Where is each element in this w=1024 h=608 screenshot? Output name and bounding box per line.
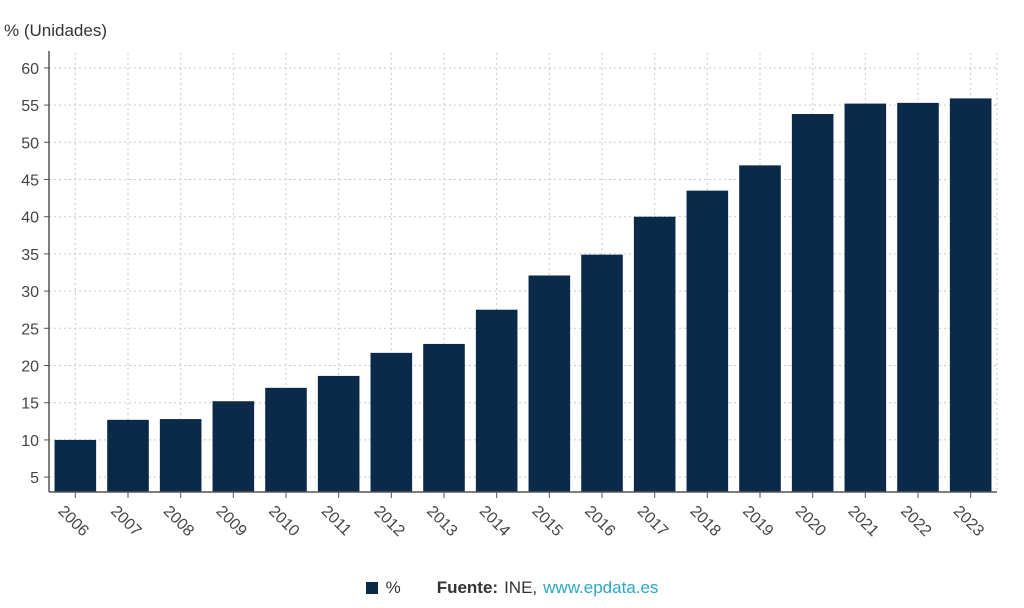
y-tick-label: 25 — [21, 321, 39, 338]
x-tick-label: 2006 — [55, 503, 92, 540]
bar — [844, 103, 887, 492]
x-tick-label: 2022 — [897, 503, 934, 540]
x-tick-label: 2023 — [950, 503, 987, 540]
y-tick-label: 5 — [30, 470, 39, 487]
legend-series-label: % — [385, 578, 401, 597]
x-tick-label: 2013 — [423, 503, 460, 540]
bar-series — [54, 98, 992, 493]
y-tick-label: 35 — [21, 247, 39, 264]
bar — [265, 387, 307, 492]
y-tick-label: 45 — [21, 172, 39, 189]
bar — [370, 352, 413, 492]
source-label: Fuente: — [436, 578, 499, 597]
y-axis-title: % (Unidades) — [4, 21, 107, 40]
chart-footer: % Fuente: INE, www.epdata.es — [0, 576, 1024, 600]
x-tick-label: 2007 — [107, 503, 144, 540]
bar — [633, 216, 676, 492]
y-tick-label: 40 — [21, 210, 39, 227]
bar — [54, 439, 97, 492]
source-name: INE, — [504, 578, 538, 597]
y-tick-label: 50 — [21, 135, 39, 152]
bar — [475, 309, 518, 492]
bar — [528, 275, 571, 492]
x-tick-label: 2016 — [581, 503, 618, 540]
y-tick-label: 15 — [21, 396, 39, 413]
y-tick-label: 60 — [21, 61, 39, 78]
legend-swatch — [365, 582, 378, 594]
bar — [423, 343, 465, 492]
x-tick-label: 2018 — [687, 503, 724, 540]
x-tick-label: 2009 — [213, 503, 250, 540]
axes — [44, 51, 997, 498]
bar — [107, 419, 149, 492]
x-tick-label: 2019 — [739, 503, 776, 540]
bar — [739, 165, 781, 492]
x-tick-label: 2010 — [265, 503, 302, 540]
bar — [949, 98, 992, 493]
y-tick-label: 10 — [21, 433, 39, 450]
source-link[interactable]: www.epdata.es — [543, 578, 659, 597]
bar — [686, 190, 729, 493]
bar — [159, 419, 202, 492]
x-tick-label: 2012 — [371, 503, 408, 540]
x-tick-label: 2014 — [476, 503, 513, 540]
bar — [317, 375, 360, 492]
x-tick-labels: 2006 2007 2008 2009 2010 2011 2012 2013 2014 2015… — [55, 503, 988, 540]
bar — [581, 254, 623, 492]
y-tick-labels: 5 10 15 20 25 30 35 40 45 50 55 60 — [21, 61, 39, 487]
y-tick-label: 30 — [21, 284, 39, 301]
x-tick-label: 2008 — [160, 503, 197, 540]
x-tick-label: 2015 — [529, 503, 566, 540]
x-tick-label: 2017 — [634, 503, 671, 540]
bar — [897, 102, 939, 492]
x-tick-label: 2011 — [318, 503, 354, 539]
y-tick-label: 55 — [21, 98, 39, 115]
x-tick-label: 2021 — [845, 503, 882, 540]
bar — [212, 401, 255, 492]
bar — [791, 114, 834, 493]
y-tick-label: 20 — [21, 359, 39, 376]
x-tick-label: 2020 — [792, 503, 829, 540]
